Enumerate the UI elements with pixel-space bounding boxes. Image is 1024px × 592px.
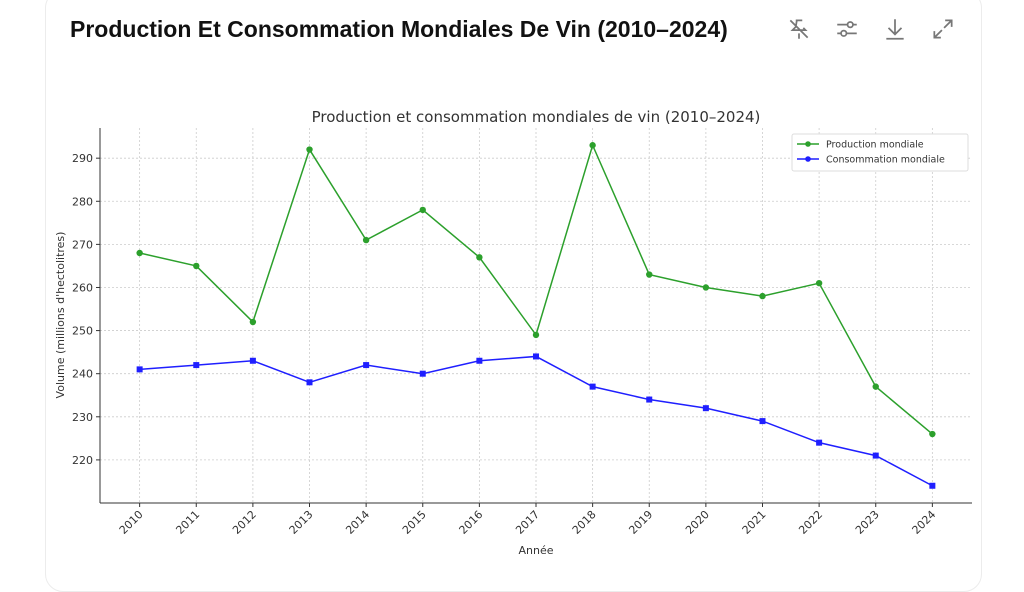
x-tick-label: 2023	[853, 508, 882, 537]
data-point	[872, 452, 879, 459]
data-point	[646, 396, 653, 403]
data-point	[419, 370, 426, 377]
legend-entry: Production mondiale	[826, 140, 924, 151]
data-point	[419, 206, 426, 214]
data-point	[646, 271, 653, 278]
legend-box	[791, 133, 969, 172]
legend-marker	[805, 141, 811, 147]
y-tick-label: 280	[72, 195, 93, 208]
download-icon[interactable]	[882, 16, 908, 42]
x-tick-label: 2022	[796, 508, 825, 537]
legend-marker	[805, 156, 811, 162]
y-axis-label: Volume (millions d'hectolitres)	[54, 232, 67, 399]
data-point	[306, 146, 313, 153]
x-tick-label: 2011	[173, 508, 202, 537]
legend-entry: Consommation mondiale	[826, 155, 945, 166]
data-point	[929, 482, 936, 489]
data-point	[362, 236, 370, 244]
data-point	[306, 379, 313, 386]
y-tick-label: 270	[72, 238, 93, 251]
x-tick-label: 2024	[909, 508, 938, 537]
x-axis-label: Année	[518, 544, 553, 557]
pin-off-icon[interactable]	[786, 16, 812, 42]
y-tick-label: 260	[72, 281, 93, 294]
data-point	[702, 284, 710, 291]
x-tick-label: 2020	[683, 508, 712, 537]
data-point	[136, 366, 143, 373]
data-point	[136, 249, 143, 257]
x-tick-label: 2014	[343, 508, 372, 537]
data-point	[702, 405, 709, 412]
data-point	[476, 254, 483, 261]
data-point	[929, 430, 936, 438]
data-point	[363, 362, 370, 369]
x-tick-label: 2021	[740, 508, 769, 537]
sliders-icon[interactable]	[834, 16, 860, 42]
data-point	[589, 383, 596, 390]
data-point	[193, 262, 200, 270]
x-tick-label: 2010	[117, 508, 146, 537]
x-tick-label: 2017	[513, 508, 542, 537]
x-tick-label: 2013	[287, 508, 316, 537]
data-point	[532, 331, 540, 339]
data-point	[249, 318, 257, 326]
expand-icon[interactable]	[930, 16, 956, 42]
line-chart: Production et consommation mondiales de …	[54, 108, 972, 557]
y-tick-label: 240	[72, 368, 93, 381]
x-tick-label: 2019	[626, 508, 655, 537]
data-point	[589, 142, 596, 149]
data-point	[249, 357, 256, 364]
data-point	[815, 279, 823, 287]
data-point	[476, 357, 483, 364]
data-point	[533, 353, 539, 360]
data-point	[193, 362, 200, 369]
data-point	[759, 418, 766, 425]
chart-title: Production et consommation mondiales de …	[312, 108, 761, 126]
toolbar	[786, 16, 956, 42]
y-tick-label: 230	[72, 411, 93, 424]
x-tick-label: 2015	[400, 508, 429, 537]
x-tick-label: 2016	[457, 508, 486, 537]
data-point	[872, 383, 879, 390]
y-tick-label: 250	[72, 325, 93, 338]
page-title: Production Et Consommation Mondiales De …	[70, 16, 728, 42]
data-point	[816, 439, 823, 446]
x-tick-label: 2018	[570, 508, 599, 537]
y-tick-label: 220	[72, 454, 93, 467]
y-tick-label: 290	[72, 152, 93, 165]
x-tick-label: 2012	[230, 508, 259, 537]
data-point	[759, 292, 766, 300]
